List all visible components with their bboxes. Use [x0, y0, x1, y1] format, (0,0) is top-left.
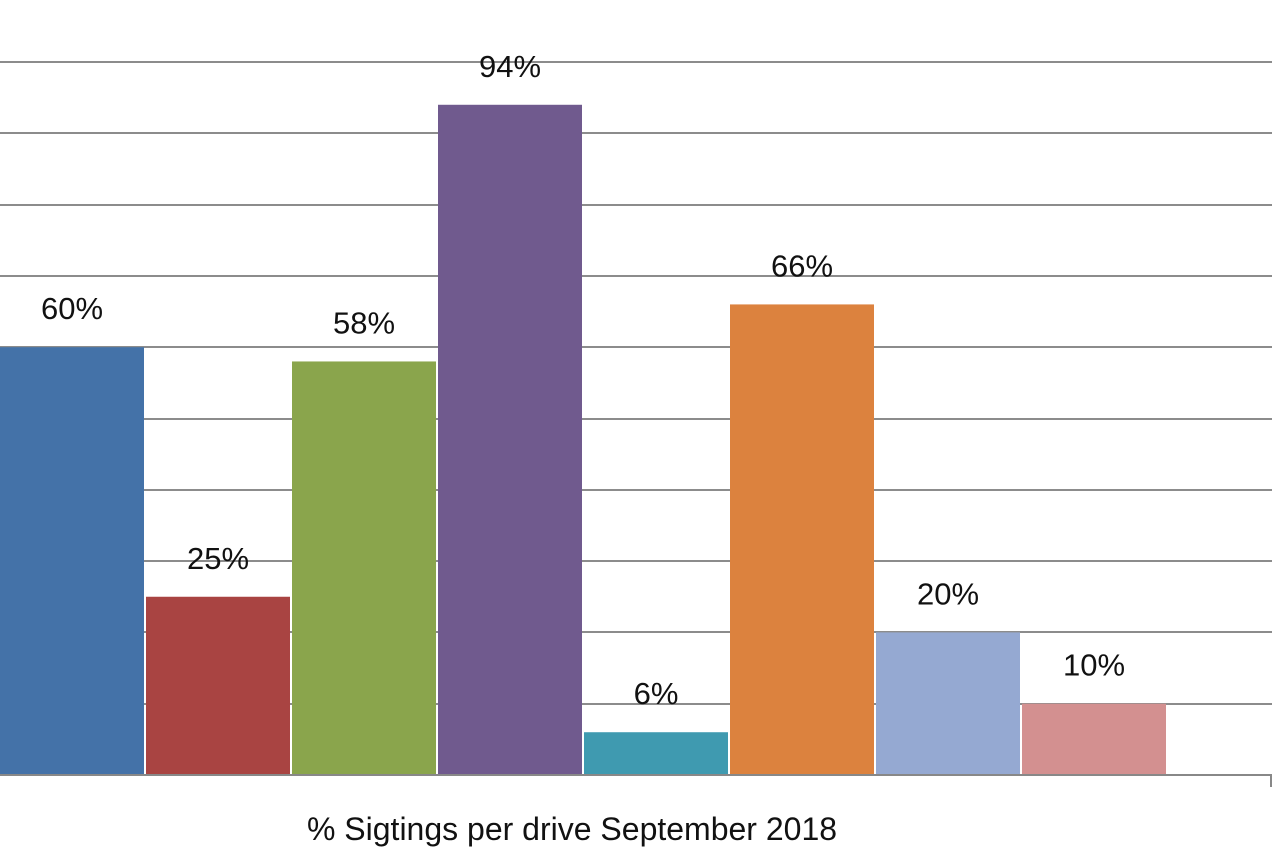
data-label-2: 25% — [187, 541, 249, 576]
data-label-3: 58% — [333, 305, 395, 340]
bar-5 — [584, 732, 728, 775]
bar-3 — [292, 361, 436, 775]
bar-2 — [146, 596, 290, 775]
bar-1 — [0, 347, 144, 775]
bar-6 — [730, 304, 874, 775]
data-label-8: 10% — [1063, 648, 1125, 683]
data-label-5: 6% — [634, 676, 679, 711]
data-label-1: 60% — [41, 291, 103, 326]
data-label-6: 66% — [771, 248, 833, 283]
data-label-7: 20% — [917, 576, 979, 611]
x-axis-title: % Sigtings per drive September 2018 — [307, 811, 837, 847]
bar-4 — [438, 104, 582, 775]
bar-8 — [1022, 703, 1166, 775]
data-labels: 60% 25% 58% 94% 6% 66% 20% 10% — [41, 49, 1125, 711]
bars — [0, 104, 1166, 775]
bar-7 — [876, 632, 1020, 775]
data-label-4: 94% — [479, 49, 541, 84]
